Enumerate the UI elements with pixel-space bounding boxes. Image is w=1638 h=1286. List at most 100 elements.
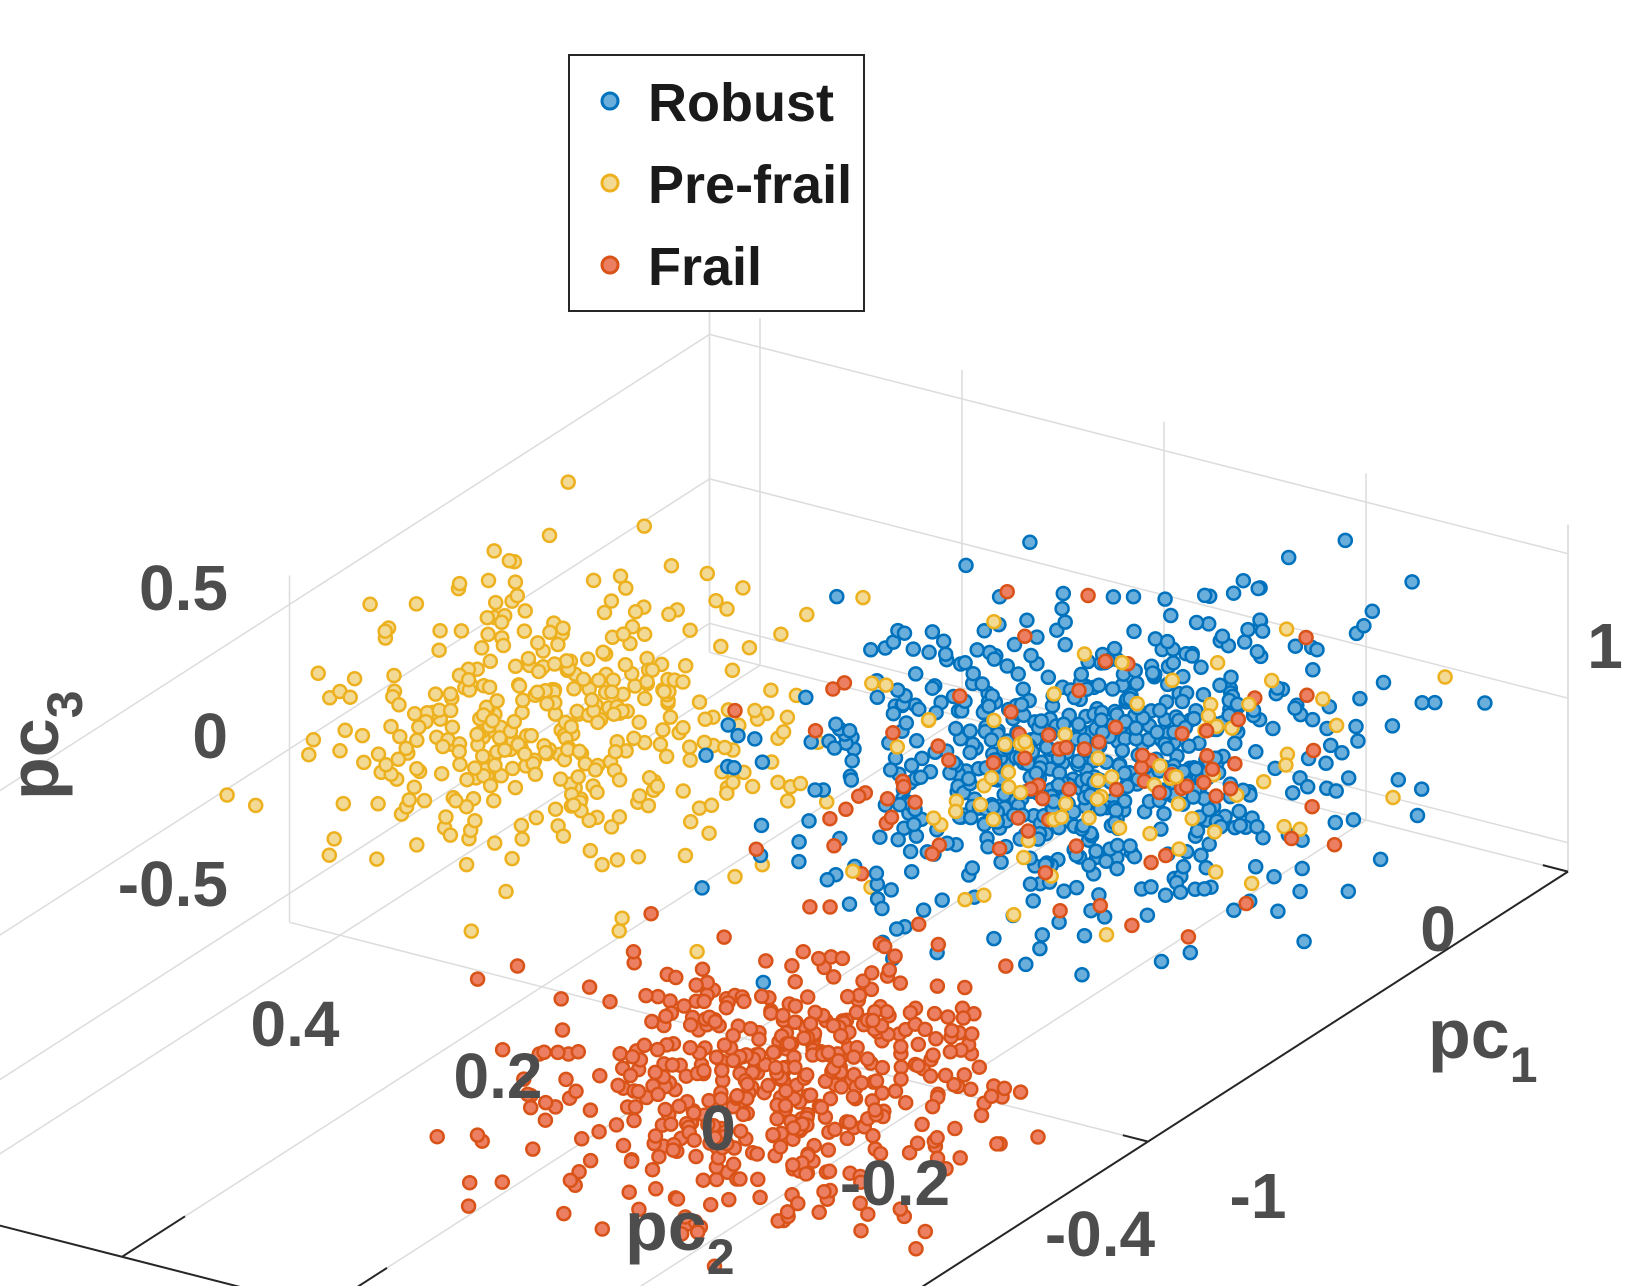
data-point-frail: [825, 681, 841, 697]
legend-label-frail: Frail: [648, 237, 762, 297]
data-point-pre-frail: [511, 678, 528, 694]
data-point-robust: [993, 854, 1009, 870]
data-point-pre-frail: [747, 702, 763, 719]
data-point-frail: [1134, 747, 1151, 764]
data-point-pre-frail: [507, 779, 524, 796]
data-point-frail: [688, 977, 704, 993]
data-point-robust: [969, 642, 985, 658]
data-point-frail: [922, 1068, 939, 1084]
data-point-robust: [1172, 884, 1189, 900]
data-point-frail: [1017, 628, 1033, 645]
data-point-pre-frail: [530, 663, 547, 680]
data-point-frail: [716, 1037, 733, 1053]
data-point-frail: [991, 841, 1008, 857]
data-point-frail: [813, 1099, 830, 1116]
data-point-pre-frail: [219, 787, 235, 803]
data-point-frail: [625, 944, 642, 960]
data-point-pre-frail: [727, 868, 743, 885]
data-point-frail: [874, 1085, 890, 1101]
data-point-pre-frail: [469, 726, 485, 743]
data-point-frail: [999, 583, 1015, 600]
data-point-frail: [649, 1041, 666, 1058]
data-point-pre-frail: [596, 604, 613, 621]
data-point-pre-frail: [713, 638, 729, 655]
data-point-frail: [686, 1132, 702, 1148]
data-point-pre-frail: [513, 817, 530, 834]
data-point-frail: [928, 1031, 944, 1047]
data-point-pre-frail: [618, 580, 634, 596]
data-point-pre-frail: [1081, 810, 1097, 826]
data-point-frail: [859, 1051, 876, 1067]
data-point-robust: [747, 731, 763, 747]
data-point-robust: [1081, 857, 1097, 873]
data-point-robust: [960, 771, 977, 787]
data-point-frail: [799, 989, 816, 1005]
data-point-frail: [893, 1071, 909, 1087]
data-point-pre-frail: [1315, 691, 1331, 707]
data-point-pre-frail: [972, 796, 989, 813]
data-point-pre-frail: [515, 692, 531, 709]
data-point-pre-frail: [1090, 750, 1106, 766]
data-point-frail: [622, 1067, 639, 1084]
pc1-tick-label: 0: [1420, 893, 1456, 965]
data-point-frail: [787, 1014, 803, 1030]
data-point-pre-frail: [1111, 820, 1128, 836]
data-point-pre-frail: [566, 681, 582, 697]
data-point-frail: [689, 1224, 706, 1240]
data-point-robust: [1266, 868, 1282, 885]
data-point-frail: [893, 1038, 909, 1055]
data-point-robust: [1034, 927, 1051, 943]
data-point-frail: [910, 1036, 927, 1053]
data-point-frail: [860, 1206, 876, 1222]
data-point-frail: [845, 1089, 862, 1105]
data-point-pre-frail: [550, 636, 566, 653]
legend-label-robust: Robust: [648, 73, 834, 133]
data-point-pre-frail: [889, 739, 906, 755]
data-point-pre-frail: [491, 730, 508, 746]
data-point-pre-frail: [631, 788, 648, 804]
data-point-frail: [775, 1007, 791, 1024]
data-point-robust: [906, 816, 922, 833]
data-point-pre-frail: [480, 626, 496, 643]
pc2-axis-line: [0, 1224, 241, 1286]
data-point-frail: [1222, 780, 1239, 797]
data-point-robust: [1128, 720, 1144, 736]
data-point-pre-frail: [1090, 772, 1106, 789]
data-point-robust: [890, 831, 906, 848]
data-point-frail: [846, 1049, 862, 1065]
data-point-robust: [905, 641, 922, 657]
data-point-frail: [985, 755, 1002, 771]
data-point-frail: [989, 1136, 1005, 1152]
data-point-robust: [1068, 879, 1085, 896]
data-point-pre-frail: [1104, 769, 1120, 785]
data-point-frail: [718, 999, 735, 1016]
data-point-pre-frail: [1241, 696, 1257, 713]
data-point-frail: [1076, 741, 1093, 757]
data-point-robust: [753, 817, 770, 834]
data-point-robust: [1022, 876, 1039, 892]
z-tick-label: 0.5: [139, 552, 228, 624]
data-point-pre-frail: [1278, 621, 1295, 637]
data-point-pre-frail: [637, 690, 653, 707]
data-point-frail: [952, 688, 968, 704]
data-point-robust: [1248, 744, 1264, 760]
data-point-frail: [868, 1073, 885, 1089]
data-point-pre-frail: [682, 814, 699, 830]
data-point-pre-frail: [458, 856, 475, 873]
data-point-robust: [1409, 807, 1426, 824]
data-point-robust: [1340, 883, 1357, 900]
data-point-robust: [874, 900, 890, 917]
data-point-frail: [537, 1112, 554, 1128]
data-point-frail: [1097, 653, 1114, 670]
data-point-robust: [1185, 789, 1201, 805]
data-point-frail: [1080, 587, 1096, 604]
data-point-frail: [461, 1174, 478, 1191]
data-point-frail: [848, 1004, 865, 1021]
legend-entry-robust: Robust: [600, 73, 834, 133]
data-point-frail: [811, 1204, 827, 1221]
data-point-pre-frail: [1000, 764, 1017, 780]
data-point-pre-frail: [589, 784, 605, 801]
data-point-robust: [921, 644, 937, 661]
data-point-pre-frail: [541, 527, 558, 544]
data-point-pre-frail: [584, 692, 600, 708]
